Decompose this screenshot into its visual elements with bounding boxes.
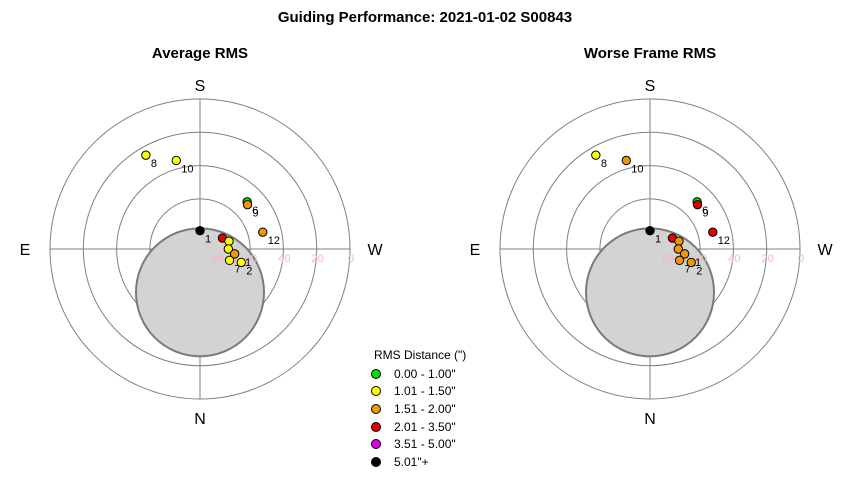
panel-1-frame-point (236, 257, 246, 268)
panel-2-frame-point (674, 236, 684, 246)
panel-1-altitude-tick-label: 80 (212, 253, 224, 265)
panel-2-frame-point (686, 257, 696, 268)
legend-swatch (371, 368, 381, 379)
panel-1-frame-point (229, 249, 240, 259)
panel-2-obstruction-zone (585, 227, 715, 358)
panel-1-altitude-tick-label: 60 (245, 253, 257, 265)
panel-2-frame-point (673, 244, 684, 254)
legend-item: 0.00 - 1.00" (366, 365, 496, 383)
panel-1-frame-point (171, 155, 181, 166)
panel-2-frame-point (645, 225, 655, 236)
panel-1-direction-label-top: S (195, 78, 206, 95)
panel-2-direction-label-right: W (817, 242, 833, 259)
panel-1-frame-point-label: 6 (252, 205, 258, 217)
panel-2-frame-point-label: 6 (702, 205, 708, 217)
panel-2-altitude-tick-label: 60 (695, 253, 707, 265)
panel-1-direction-label-right: W (367, 242, 383, 259)
panel-1-direction-label-left: E (20, 242, 31, 259)
panel-2-frame-point-label: 9 (703, 208, 709, 220)
panel-1-frame-point (258, 227, 268, 237)
panel-title-average-rms: Average RMS (151, 45, 249, 62)
panel-1-altitude-tick-label: 20 (312, 253, 324, 265)
panel-1-direction-label-bottom: N (194, 411, 206, 428)
legend-item: 2.01 - 3.50" (366, 418, 496, 436)
panel-1-altitude-tick-label: 0 (348, 253, 354, 265)
panel-2-direction-label-left: E (470, 242, 481, 259)
panel-1-frame-point (141, 150, 151, 160)
legend-label: 1.51 - 2.00" (394, 401, 456, 416)
panel-1-frame-point (195, 225, 205, 236)
legend-item: 1.01 - 1.50" (366, 383, 496, 401)
panel-1-frame-point-label: 1 (205, 234, 211, 246)
panel-2-frame-point-label: 8 (601, 158, 607, 170)
panel-2-frame-point-label: 2 (696, 265, 702, 277)
panel-1-frame-point-label: 12 (268, 235, 280, 247)
panel-1-frame-point-label: 9 (253, 208, 259, 220)
panel-2-altitude-tick-label: 40 (728, 253, 740, 265)
panel-1-frame-point-label: 10 (181, 163, 193, 175)
panel-2-frame-point (591, 150, 601, 160)
panel-2-direction-label-top: S (645, 78, 656, 95)
legend-label: 5.01"+ (394, 454, 429, 469)
panel-2-frame-point (708, 227, 718, 237)
legend-title: RMS Distance (") (374, 348, 467, 362)
panel-2-frame-point-label: 1 (655, 234, 661, 246)
panel-1-frame-point-label: 8 (151, 158, 157, 170)
panel-2-frame-point-label: 7 (685, 263, 691, 275)
legend-swatch (371, 439, 381, 450)
legend-swatch (371, 386, 381, 397)
legend-label: 2.01 - 3.50" (394, 419, 456, 434)
chart-main-title: Guiding Performance: 2021-01-02 S00843 (277, 9, 573, 26)
panel-2-altitude-tick-label: 80 (662, 253, 674, 265)
panel-1-frame-point (224, 255, 235, 266)
panel-2-frame-point (674, 255, 685, 266)
panel-2-frame-point (621, 155, 631, 166)
panel-1-obstruction-zone (135, 227, 265, 358)
panel-2-frame-point-label: 12 (718, 235, 730, 247)
rms-legend: RMS Distance (") 0.00 - 1.00" 1.01 - 1.50… (366, 348, 496, 471)
legend-item: 3.51 - 5.00" (366, 435, 496, 453)
legend-swatch (371, 421, 381, 432)
panel-1-frame-point-label: 2 (246, 265, 252, 277)
panel-2-altitude-tick-label: 20 (762, 253, 774, 265)
legend-item: 1.51 - 2.00" (366, 400, 496, 418)
panel-2-altitude-tick-label: 0 (798, 253, 804, 265)
panel-1-frame-point (224, 236, 234, 246)
legend-item: 5.01"+ (366, 453, 496, 471)
legend-label: 1.01 - 1.50" (394, 384, 456, 399)
legend-label: 0.00 - 1.00" (394, 366, 456, 381)
panel-2-frame-point (679, 249, 690, 259)
panel-2-direction-label-bottom: N (644, 411, 656, 428)
panel-1-frame-point (223, 244, 234, 254)
legend-label: 3.51 - 5.00" (394, 437, 456, 452)
panel-2-frame-point-label: 10 (631, 163, 643, 175)
panel-title-worse-frame-rms: Worse Frame RMS (583, 45, 717, 62)
panel-1-frame-point-label: 7 (235, 263, 241, 275)
legend-swatch (371, 456, 381, 467)
legend-swatch (371, 403, 381, 414)
panel-2-frame-point (692, 199, 703, 210)
panel-1-frame-point (242, 199, 253, 210)
panel-1-altitude-tick-label: 40 (278, 253, 290, 265)
